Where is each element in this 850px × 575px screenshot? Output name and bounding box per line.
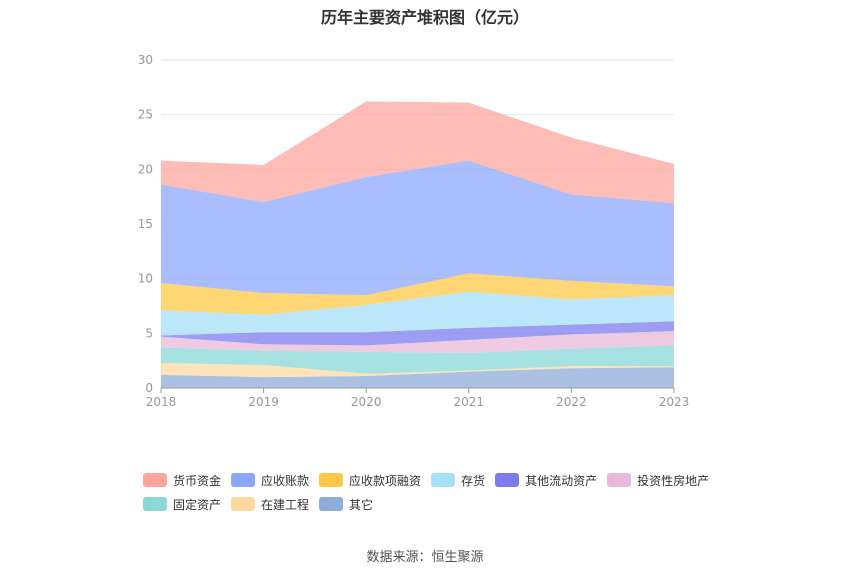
y-tick-label: 30 [138, 53, 153, 67]
x-tick-label: 2022 [556, 395, 587, 409]
legend-swatch [431, 473, 456, 487]
y-tick-label: 0 [145, 381, 153, 395]
y-tick-label: 25 [138, 108, 153, 122]
x-tick-label: 2020 [351, 395, 382, 409]
legend-swatch [231, 473, 256, 487]
legend-item[interactable]: 投资性房地产 [607, 472, 709, 488]
legend-label: 货币资金 [173, 473, 222, 488]
legend-label: 存货 [461, 473, 486, 488]
chart-title: 历年主要资产堆积图（亿元） [320, 8, 529, 27]
legend-swatch [143, 473, 167, 487]
axes: 0 5 10 15 20 25 30 2018 2019 2020 2021 2022 2023 [138, 53, 690, 409]
area-其他流动资产 [161, 321, 674, 346]
legend-swatch [495, 473, 520, 487]
legend-label: 固定资产 [173, 497, 222, 512]
legend-item[interactable]: 应收账款 [231, 472, 309, 488]
legend-swatch [231, 497, 256, 511]
legend-item[interactable]: 其它 [319, 496, 373, 512]
area-其它 [161, 367, 674, 388]
area-固定资产 [161, 345, 674, 374]
legend-item[interactable]: 应收款项融资 [319, 472, 421, 488]
legend-label: 其他流动资产 [525, 473, 598, 488]
data-source: 数据来源：恒生聚源 [366, 550, 484, 565]
x-tick-label: 2019 [248, 395, 279, 409]
legend-item[interactable]: 在建工程 [231, 496, 309, 512]
legend-item[interactable]: 其他流动资产 [495, 472, 597, 488]
area-存货 [161, 291, 674, 336]
legend-item[interactable]: 固定资产 [143, 496, 221, 512]
legend-item[interactable]: 存货 [431, 472, 485, 488]
y-tick-label: 5 [145, 326, 153, 340]
legend-swatch [607, 473, 632, 487]
legend-label: 投资性房地产 [637, 473, 710, 488]
area-应收账款 [161, 160, 674, 296]
legend-swatch [143, 497, 167, 511]
legend-swatch [319, 497, 344, 511]
area-应收款项融资 [161, 273, 674, 315]
x-tick-label: 2021 [454, 395, 485, 409]
legend-label: 应收款项融资 [349, 473, 422, 488]
legend-item[interactable]: 货币资金 [143, 472, 221, 488]
legend-label: 在建工程 [261, 497, 310, 512]
area-投资性房地产 [161, 331, 674, 353]
stacked-area-chart: 0 5 10 15 20 25 30 2018 2019 2020 2021 2022 2023 [138, 53, 690, 409]
legend: 货币资金 应收账款 应收款项融资 存货 其他流动资产 投资性房地产固定资产 在建工程 其它 [143, 472, 723, 520]
y-tick-label: 10 [138, 272, 153, 286]
legend-label: 应收账款 [261, 473, 310, 488]
x-tick-label: 2018 [146, 395, 177, 409]
legend-label: 其它 [349, 497, 374, 512]
legend-swatch [319, 473, 344, 487]
area-货币资金 [161, 101, 674, 204]
y-tick-label: 15 [138, 217, 153, 231]
y-tick-label: 20 [138, 162, 153, 176]
area-series [161, 101, 674, 388]
x-tick-label: 2023 [659, 395, 690, 409]
area-在建工程 [161, 362, 674, 378]
